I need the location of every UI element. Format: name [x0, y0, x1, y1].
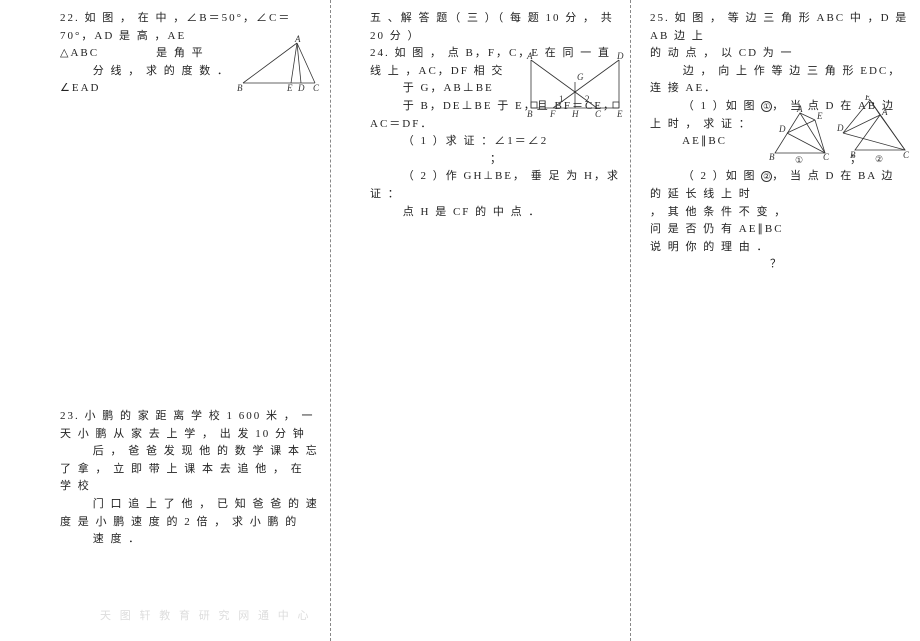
fig25-2-da: [843, 115, 880, 133]
fig25-2-tri: [855, 115, 905, 150]
q25-line3: 边 ， 向 上 作 等 边 三 角 形 EDC， 连 接 AE．: [650, 63, 910, 98]
q25-line9: 问 是 否 仍 有 AE∥BC: [650, 221, 910, 239]
q23-l2: 后 ， 爸 爸 发 现 他 的 数 学 课 本 忘 了 拿 ， 立 即 带 上 …: [60, 445, 319, 492]
question-23: 23. 小 鹏 的 家 距 离 学 校 1 600 米 ， 一 天 小 鹏 从 …: [10, 408, 320, 549]
page-root: 22. 如 图 ， 在 中 ，∠B＝50°，∠C＝70°，AD 是 高 ，AE …: [0, 0, 920, 641]
fig25-2-de: [843, 100, 870, 133]
fig22-ac: [297, 43, 315, 83]
q24-line4: （ 1 ）求 证 ：∠1＝∠2: [370, 133, 620, 151]
q23-line2: 后 ， 爸 爸 发 现 他 的 数 学 课 本 忘 了 拿 ， 立 即 带 上 …: [60, 443, 320, 496]
figure-25-1-svg: A E D B C ①: [765, 105, 835, 165]
q25-line11: ？: [650, 256, 910, 274]
fig24-label-D: D: [616, 51, 624, 61]
q24-l6: （ 2 ）作 GH⊥BE， 垂 足 为 H，求 证 ：: [370, 170, 620, 200]
fig24-label-H: H: [571, 109, 579, 119]
fig25-1-label-num: ①: [795, 155, 803, 165]
q23-line3: 门 口 追 上 了 他 ， 已 知 爸 爸 的 速 度 是 小 鹏 速 度 的 …: [60, 496, 320, 531]
q25-l11: ？: [770, 258, 783, 270]
q24-line5: ；: [370, 151, 620, 169]
fig25-1-dc: [787, 133, 825, 153]
fig22-label-E: E: [286, 83, 293, 93]
q24-l5: ；: [490, 153, 503, 165]
fig25-2-label-A: A: [881, 107, 888, 117]
q24-line6: （ 2 ）作 GH⊥BE， 垂 足 为 H，求 证 ：: [370, 168, 620, 203]
fig22-label-B: B: [237, 83, 243, 93]
section-5-title: 五 、解 答 题（ 三 ）（ 每 题 10 分 ， 共 20 分 ）: [340, 10, 620, 45]
q25-line10: 说 明 你 的 理 由 ．: [650, 239, 910, 257]
fig25-1-label-D: D: [778, 124, 786, 134]
fig25-1-label-A: A: [796, 105, 803, 114]
fig24-right-e: [613, 102, 619, 108]
fig25-2-label-E: E: [864, 95, 871, 102]
fig25-2-ae: [870, 100, 880, 115]
fig25-1-ec: [815, 120, 825, 153]
q25-line1: 25. 如 图 ， 等 边 三 角 形 ABC 中 ，D 是 AB 边 上: [650, 10, 910, 45]
fig25-1-label-B: B: [769, 152, 775, 162]
q25-l1: 如 图 ， 等 边 三 角 形 ABC 中 ，D 是 AB 边 上: [650, 12, 908, 42]
figure-22-svg: A B E D C: [235, 35, 325, 95]
q24-line7: 点 H 是 CF 的 中 点 ．: [370, 204, 620, 222]
fig25-1-label-C: C: [823, 152, 830, 162]
q25-line8: ， 其 他 条 件 不 变 ，: [650, 204, 910, 222]
q25-l5: AE∥BC: [682, 135, 727, 147]
q25-l3: 边 ， 向 上 作 等 边 三 角 形 EDC， 连 接 AE．: [650, 65, 901, 95]
fig22-label-D: D: [297, 83, 305, 93]
fig24-label-A: A: [526, 51, 533, 61]
fig24-label-2: 2: [585, 94, 590, 104]
q25-l8: ， 其 他 条 件 不 变 ，: [650, 206, 787, 218]
figure-25-2-svg: D E A B C ②: [835, 95, 915, 165]
fig22-label-A: A: [294, 35, 301, 44]
fig25-1-label-E: E: [816, 111, 823, 121]
q22-num: 22.: [60, 12, 80, 24]
q25-num: 25.: [650, 12, 670, 24]
fig25-2-label-D: D: [836, 123, 844, 133]
q25-l9: 问 是 否 仍 有 AE∥BC: [650, 223, 784, 235]
q24-l2: 于 G，AB⊥BE: [403, 82, 494, 94]
fig24-label-G: G: [577, 72, 584, 82]
fig24-label-C: C: [595, 109, 602, 119]
q24-l7: 点 H 是 CF 的 中 点 ．: [403, 206, 542, 218]
q25-line7: （ 2 ）如 图 ②， 当 点 D 在 BA 边 的 延 长 线 上 时: [650, 168, 910, 203]
fig25-2-label-B: B: [850, 150, 856, 160]
fig24-label-B: B: [527, 109, 533, 119]
fig22-ae: [291, 43, 297, 83]
column-2: 五 、解 答 题（ 三 ）（ 每 题 10 分 ， 共 20 分 ） 24. 如…: [330, 0, 630, 641]
q23-line1: 23. 小 鹏 的 家 距 离 学 校 1 600 米 ， 一 天 小 鹏 从 …: [60, 408, 320, 443]
q25-circ2: ②: [761, 171, 772, 182]
q23-l4: 速 度 ．: [93, 533, 142, 545]
figure-24: A D G B F H C E 1 2: [525, 50, 625, 120]
fig25-2-dc: [843, 133, 905, 150]
q23-l1: 小 鹏 的 家 距 离 学 校 1 600 米 ， 一 天 小 鹏 从 家 去 …: [60, 410, 315, 440]
figure-22: A B E D C: [235, 35, 325, 95]
fig24-label-F: F: [549, 109, 556, 119]
fig22-ab: [243, 43, 297, 83]
q23-num: 23.: [60, 410, 80, 422]
q23-line4: 速 度 ．: [60, 531, 320, 549]
footer-watermark: 天 图 轩 教 育 研 究 网 通 中 心: [100, 607, 312, 623]
fig25-2-label-num: ②: [875, 154, 883, 164]
fig22-label-C: C: [313, 83, 320, 93]
q22-l3: 分 线 ， 求 的 度 数 ．: [93, 65, 230, 77]
fig24-label-E: E: [616, 109, 623, 119]
column-3: 25. 如 图 ， 等 边 三 角 形 ABC 中 ，D 是 AB 边 上 的 …: [630, 0, 920, 641]
figure-25-2: D E A B C ②: [835, 95, 915, 165]
fig24-right-b: [531, 102, 537, 108]
q25-l10: 说 明 你 的 理 由 ．: [650, 241, 770, 253]
q25-l2: 的 动 点 ， 以 CD 为 一: [650, 45, 910, 63]
fig25-2-label-C: C: [903, 150, 910, 160]
q25-l4a: （ 1 ）如 图: [683, 100, 762, 112]
fig24-label-1: 1: [559, 94, 564, 104]
q23-l3: 门 口 追 上 了 他 ， 已 知 爸 爸 的 速 度 是 小 鹏 速 度 的 …: [60, 498, 319, 528]
column-1: 22. 如 图 ， 在 中 ，∠B＝50°，∠C＝70°，AD 是 高 ，AE …: [0, 0, 330, 641]
q24-num: 24.: [370, 47, 390, 59]
figure-24-svg: A D G B F H C E 1 2: [525, 50, 625, 120]
figure-25-1: A E D B C ①: [765, 105, 835, 165]
q24-l4: （ 1 ）求 证 ：∠1＝∠2: [403, 135, 549, 147]
q25-l7a: （ 2 ）如 图: [683, 170, 762, 182]
fig22-ad: [297, 43, 301, 83]
